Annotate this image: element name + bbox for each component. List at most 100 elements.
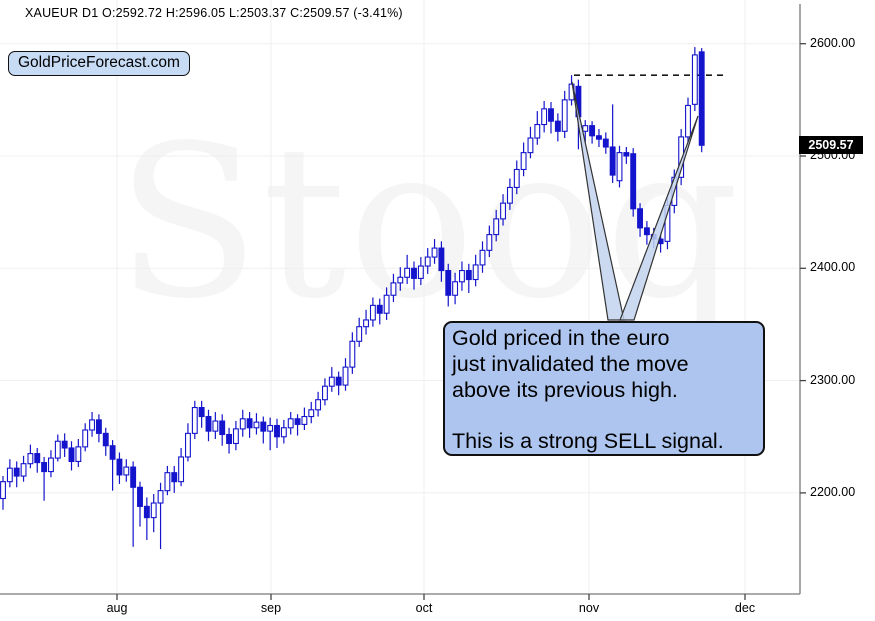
month-label: oct <box>415 601 433 615</box>
candle-body <box>157 490 164 504</box>
candle-body <box>171 472 178 483</box>
annotation-line <box>452 403 763 429</box>
candle-body <box>534 124 541 139</box>
candle-body <box>205 415 212 432</box>
candle-body <box>561 99 568 132</box>
candle-body <box>198 407 205 418</box>
candle-body <box>431 247 438 258</box>
candle-body <box>465 269 472 281</box>
candle-body <box>321 385 328 401</box>
candle-body <box>541 108 548 126</box>
annotation-line: above its previous high. <box>452 377 678 402</box>
candle-body <box>301 415 308 425</box>
candle-body <box>130 466 137 488</box>
candle-body <box>232 428 239 445</box>
candle-body <box>520 152 527 171</box>
candle-body <box>260 421 267 432</box>
candle-body <box>89 419 96 431</box>
price-axis-label: 2600.00 <box>810 35 856 50</box>
candle-body <box>424 256 431 267</box>
candle-body <box>27 453 34 465</box>
candle-body <box>137 486 143 507</box>
candle-body <box>253 421 260 429</box>
candle-body <box>397 276 404 284</box>
candle-body <box>123 466 130 476</box>
month-label: sep <box>260 601 282 615</box>
candle-body <box>41 462 48 473</box>
candle-body <box>363 319 369 328</box>
candle-body <box>643 227 650 236</box>
candle-body <box>246 418 253 429</box>
candle-body <box>698 51 705 146</box>
candle-body <box>369 304 376 321</box>
candle-body <box>47 457 54 473</box>
candle-body <box>219 420 226 436</box>
candle-body <box>404 267 411 278</box>
month-label: dec <box>734 601 756 615</box>
candle-body <box>191 407 198 434</box>
candle-body <box>109 445 116 460</box>
candle-body <box>383 294 390 314</box>
candle-body <box>458 269 465 283</box>
candle-body <box>589 125 596 137</box>
candle-body <box>143 505 150 519</box>
price-axis-label: 2200.00 <box>810 484 856 499</box>
candle-body <box>95 419 102 434</box>
price-axis-label: 2300.00 <box>810 372 856 387</box>
candle-body <box>506 186 513 204</box>
candle-body <box>500 202 506 220</box>
price-axis-label: 2400.00 <box>810 260 856 275</box>
candle-body <box>390 282 397 296</box>
annotation-line: This is a strong SELL signal. <box>452 429 724 454</box>
candle-body <box>376 304 383 314</box>
candle-body <box>356 326 363 342</box>
candle-body <box>6 467 13 483</box>
month-label: nov <box>578 601 600 615</box>
current-price-marker: 2509.57 <box>799 136 863 155</box>
candle-body <box>274 424 280 438</box>
candle-body <box>20 463 27 477</box>
candle-body <box>452 281 459 296</box>
candle-body <box>150 502 157 519</box>
candle-body <box>267 424 274 432</box>
annotation-line: just invalidated the move <box>452 351 689 376</box>
candle-body <box>411 267 417 279</box>
annotation-callout: Gold priced in the euro just invalidated… <box>443 321 765 456</box>
candle-body <box>185 432 191 458</box>
candle-body <box>287 418 294 429</box>
candle-body <box>212 420 219 432</box>
candle-body <box>178 456 185 483</box>
candle-body <box>54 440 61 459</box>
annotation-line: Gold priced in the euro <box>452 326 670 350</box>
candle-body <box>226 433 232 445</box>
candle-body <box>34 453 41 464</box>
candle-body <box>472 264 479 281</box>
candle-body <box>328 376 335 387</box>
candle-body <box>616 152 623 182</box>
candle-body <box>602 138 609 148</box>
candle-body <box>685 104 691 138</box>
candle-body <box>116 458 123 476</box>
candle-body <box>315 399 322 411</box>
candle-body <box>548 108 554 122</box>
candle-body <box>479 249 486 266</box>
candle-body <box>61 440 68 449</box>
candle-body <box>342 366 349 386</box>
callout-pointer <box>619 115 699 321</box>
candle-body <box>493 218 500 236</box>
chart-title-ohlc: XAUEUR D1 O:2592.72 H:2596.05 L:2503.37 … <box>25 6 403 20</box>
candle-body <box>13 467 20 477</box>
candle-body <box>554 120 561 132</box>
candle-body <box>637 208 644 229</box>
candle-body <box>82 429 89 448</box>
brand-badge: GoldPriceForecast.com <box>8 51 190 76</box>
candle-body <box>239 418 246 430</box>
candle-body <box>609 146 616 176</box>
candle-body <box>486 234 493 251</box>
month-label: aug <box>106 601 128 615</box>
candle-body <box>349 340 356 368</box>
candle-body <box>75 446 82 463</box>
candle-body <box>527 137 534 154</box>
candle-body <box>513 168 520 188</box>
